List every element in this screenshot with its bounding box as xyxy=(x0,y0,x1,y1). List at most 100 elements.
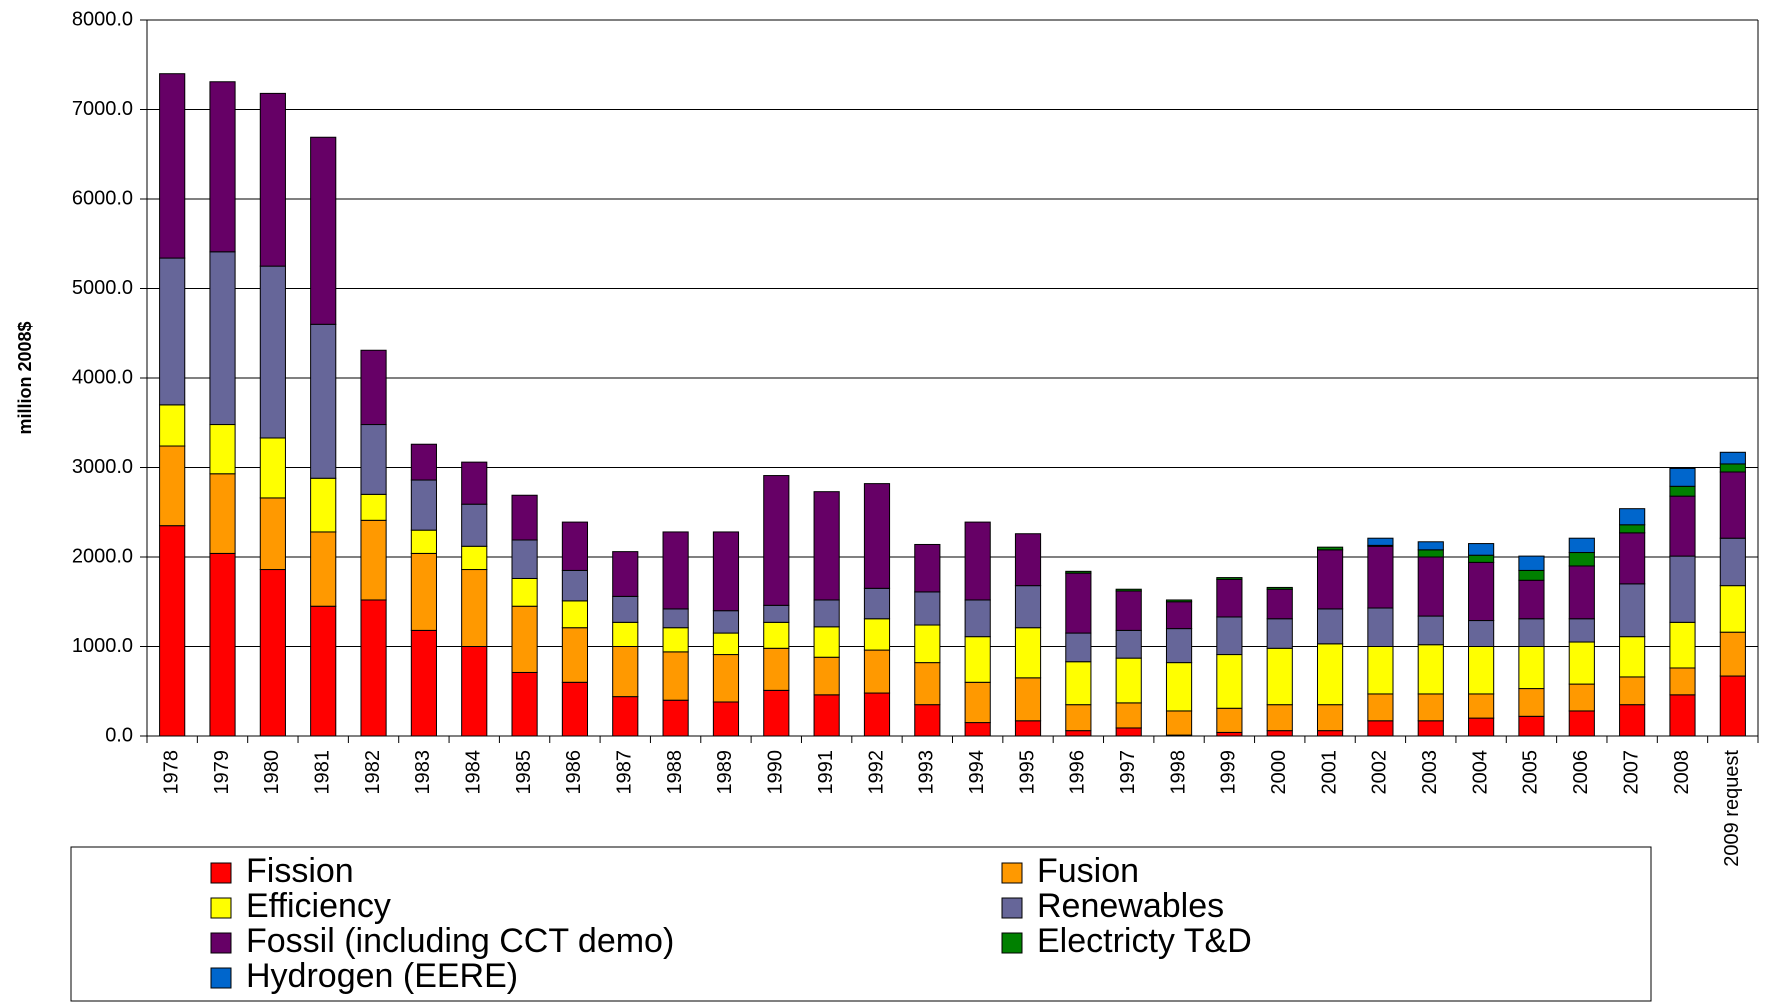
x-tick-label: 2008 xyxy=(1671,750,1693,795)
bar-segment xyxy=(1518,569,1545,581)
bar-segment xyxy=(712,701,740,737)
bar-segment xyxy=(964,599,991,638)
x-tick-label: 1993 xyxy=(916,750,938,795)
bar-segment xyxy=(1719,471,1746,539)
bar-segment xyxy=(511,671,538,737)
bar-segment xyxy=(1669,667,1696,696)
x-tick-label: 1998 xyxy=(1167,750,1189,795)
bar-segment xyxy=(1316,549,1344,610)
bar-segment xyxy=(1719,585,1746,633)
x-tick-label: 1983 xyxy=(412,750,434,795)
x-tick-label: 2006 xyxy=(1570,750,1592,795)
bar-segment xyxy=(1216,707,1243,733)
x-tick-label: 2000 xyxy=(1268,750,1290,795)
bar-segment xyxy=(1367,537,1394,546)
bar-segment xyxy=(461,503,488,547)
bar-segment xyxy=(712,632,740,656)
x-tick-label: 2007 xyxy=(1620,750,1642,795)
y-tick-label: 0.0 xyxy=(105,724,133,746)
bar-segment xyxy=(1417,549,1444,558)
bar-segment xyxy=(612,551,639,597)
bar-segment xyxy=(1619,524,1646,534)
bar-segment xyxy=(1568,641,1595,685)
x-tick-label: 2002 xyxy=(1369,750,1391,795)
bar-segment xyxy=(1065,632,1092,663)
x-tick-label: 1981 xyxy=(311,750,333,795)
x-tick-label: 1989 xyxy=(714,750,736,795)
x-tick-label: 2009 request xyxy=(1721,750,1743,867)
bar-segment xyxy=(1367,693,1394,722)
bar-segment xyxy=(1518,555,1545,571)
bar-segment xyxy=(1065,730,1092,737)
bar-segment xyxy=(813,694,840,737)
bar-segment xyxy=(1468,717,1495,737)
legend-label: Efficiency xyxy=(246,887,391,925)
bar-segment xyxy=(561,681,589,737)
bar-segment xyxy=(1266,730,1293,737)
bar-segment xyxy=(461,646,488,737)
bar-segment xyxy=(511,539,538,579)
bar-segment xyxy=(1316,643,1344,706)
bar-segment xyxy=(1619,676,1646,706)
bar-segment xyxy=(1014,585,1042,629)
bar-segment xyxy=(1367,720,1394,737)
bar-segment xyxy=(662,608,689,629)
bar-segment xyxy=(1115,590,1142,631)
x-tick-label: 1995 xyxy=(1016,750,1038,795)
legend-swatch xyxy=(210,862,232,884)
bar-segment xyxy=(511,577,538,607)
bar-segment xyxy=(1216,578,1243,618)
bar-segment xyxy=(1115,588,1142,592)
bar-segment xyxy=(209,552,236,737)
bar-segment xyxy=(1619,532,1646,585)
bar-segment xyxy=(1367,607,1394,648)
bar-segment xyxy=(1165,599,1193,603)
bar-segment xyxy=(1568,565,1595,620)
bar-segment xyxy=(1468,543,1495,556)
bar-segment xyxy=(612,595,639,623)
bar-segment xyxy=(1014,533,1042,587)
bar-segment xyxy=(259,265,286,439)
bar-segment xyxy=(1568,552,1595,567)
bar-segment xyxy=(561,569,589,602)
bar-segment xyxy=(1468,620,1495,647)
bar-segment xyxy=(1619,508,1646,526)
x-tick-label: 1990 xyxy=(765,750,787,795)
bar-segment xyxy=(1518,688,1545,717)
bar-segment xyxy=(1568,683,1595,712)
bar-segment xyxy=(259,92,286,267)
bar-segment xyxy=(763,475,790,606)
bar-segment xyxy=(964,722,991,737)
bar-segment xyxy=(1266,618,1293,649)
bar-segment xyxy=(813,599,840,628)
bar-segment xyxy=(662,699,689,737)
bar-segment xyxy=(1216,731,1243,737)
bar-segment xyxy=(209,251,236,426)
bar-segment xyxy=(1468,646,1495,695)
bar-segment xyxy=(914,591,941,626)
x-tick-label: 1979 xyxy=(211,750,233,795)
bar-segment xyxy=(310,323,337,479)
legend-label: Fossil (including CCT demo) xyxy=(246,922,674,960)
bar-segment xyxy=(712,610,740,634)
bar-segment xyxy=(863,692,891,737)
bar-segment xyxy=(612,621,639,648)
bar-segment xyxy=(1316,704,1344,732)
bar-segment xyxy=(410,443,437,481)
bar-segment xyxy=(1316,730,1344,737)
bar-segment xyxy=(1367,646,1394,695)
legend-swatch xyxy=(210,932,232,954)
bar-segment xyxy=(159,404,186,447)
bar-segment xyxy=(259,569,286,737)
bar-segment xyxy=(1518,618,1545,648)
legend-swatch xyxy=(210,897,232,919)
bar-segment xyxy=(662,627,689,653)
bar-segment xyxy=(360,493,387,521)
bar-segment xyxy=(310,477,337,533)
bar-segment xyxy=(360,424,387,495)
bar-segment xyxy=(1719,537,1746,587)
bar-segment xyxy=(1468,561,1495,622)
x-tick-label: 1988 xyxy=(664,750,686,795)
bar-segment xyxy=(209,473,236,554)
